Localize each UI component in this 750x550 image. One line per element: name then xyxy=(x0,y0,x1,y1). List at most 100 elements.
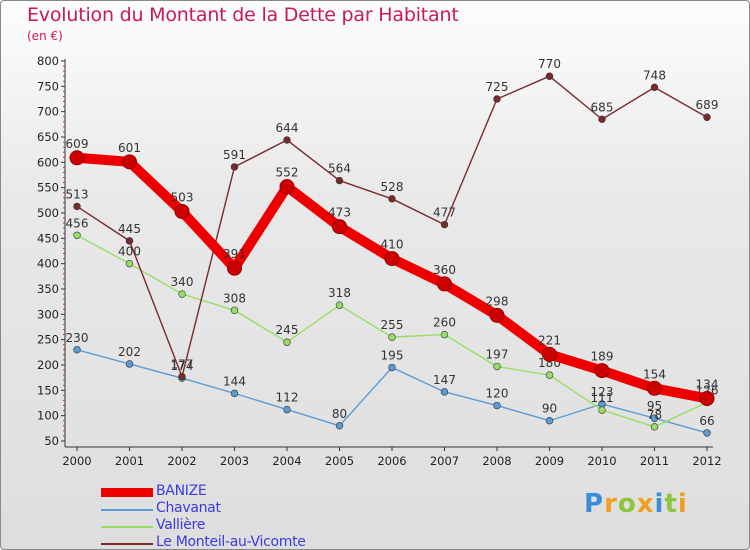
series-banize: 609 601 503 391 552 473 410 360 298 221 189 154 134 xyxy=(66,137,719,406)
data-point xyxy=(545,72,554,80)
data-point xyxy=(335,422,344,430)
data-label: 134 xyxy=(696,377,719,391)
legend-label: Chavanat xyxy=(156,500,221,516)
data-point xyxy=(335,176,344,185)
x-tick-label: 2009 xyxy=(535,454,564,468)
data-label: 308 xyxy=(223,291,246,305)
data-label: 445 xyxy=(118,222,141,236)
x-tick-label: 2003 xyxy=(220,454,249,468)
data-label: 189 xyxy=(591,350,614,364)
logo-letter: P xyxy=(584,489,605,519)
legend-label: BANIZE xyxy=(156,483,207,499)
data-point xyxy=(125,237,134,245)
logo-letter: r xyxy=(604,489,618,519)
logo-letter: o xyxy=(617,489,637,519)
data-label: 197 xyxy=(486,348,509,362)
data-label: 202 xyxy=(118,345,141,359)
data-label: 120 xyxy=(486,387,509,401)
x-tick-label: 2001 xyxy=(115,454,144,468)
data-point xyxy=(335,301,344,309)
data-label: 685 xyxy=(591,100,614,114)
data-label: 360 xyxy=(433,263,456,277)
data-label: 80 xyxy=(332,407,347,421)
data-point xyxy=(73,346,81,354)
data-label: 144 xyxy=(223,374,246,388)
data-point xyxy=(647,380,662,396)
x-tick-label: 2010 xyxy=(587,454,616,468)
data-point xyxy=(388,333,396,341)
data-point xyxy=(125,360,134,368)
data-label: 260 xyxy=(433,316,456,330)
data-label: 154 xyxy=(643,367,666,381)
x-tick-label: 2004 xyxy=(272,454,301,468)
data-point xyxy=(69,150,85,166)
x-tick-label: 2008 xyxy=(482,454,511,468)
y-tick-label: 50 xyxy=(44,434,59,448)
series-le-monteil-au-vicomte: 513 445 177 591 644 564 528 477 725 770 685 748 689 xyxy=(66,57,719,381)
y-tick-label: 650 xyxy=(37,130,59,144)
legend-label: Le Monteil-au-Vicomte xyxy=(156,534,306,550)
data-label: 177 xyxy=(171,358,194,372)
data-point xyxy=(542,346,557,362)
data-label: 503 xyxy=(171,190,194,204)
data-point xyxy=(332,219,347,235)
logo-letter: x xyxy=(636,489,655,519)
legend-swatch xyxy=(101,526,153,528)
data-point xyxy=(174,203,190,219)
logo-letter: i xyxy=(677,489,688,519)
data-label: 78 xyxy=(647,408,662,422)
data-label: 95 xyxy=(647,399,662,413)
y-tick-label: 150 xyxy=(37,383,59,397)
y-tick-label: 600 xyxy=(37,155,59,169)
data-point xyxy=(440,330,449,339)
data-label: 255 xyxy=(381,318,404,332)
data-label: 245 xyxy=(276,323,299,337)
data-point xyxy=(703,113,711,121)
data-point xyxy=(122,154,137,170)
data-point xyxy=(279,179,295,195)
data-point xyxy=(178,372,186,381)
data-label: 340 xyxy=(171,275,194,289)
data-point xyxy=(703,429,711,437)
data-label: 528 xyxy=(381,180,404,194)
data-point xyxy=(384,251,400,267)
y-tick-label: 300 xyxy=(37,307,59,321)
data-point xyxy=(699,390,715,406)
data-label: 410 xyxy=(381,238,404,252)
y-tick-label: 800 xyxy=(37,54,59,68)
y-tick-label: 550 xyxy=(37,181,59,195)
data-label: 473 xyxy=(328,206,351,220)
y-tick-label: 400 xyxy=(37,257,59,271)
data-point xyxy=(598,406,606,414)
x-tick-label: 2005 xyxy=(325,454,354,468)
data-label: 477 xyxy=(433,206,456,220)
data-label: 318 xyxy=(328,286,351,300)
data-point xyxy=(440,388,449,396)
y-tick-label: 750 xyxy=(37,79,59,93)
data-label: 689 xyxy=(696,98,719,112)
chart-unit-label: (en €) xyxy=(27,29,63,43)
data-point xyxy=(125,259,134,268)
x-tick-label: 2012 xyxy=(692,454,721,468)
data-label: 725 xyxy=(486,80,509,94)
data-label: 644 xyxy=(276,121,299,135)
y-tick-label: 100 xyxy=(37,409,59,423)
data-label: 195 xyxy=(381,349,404,363)
data-point xyxy=(493,401,501,410)
data-label: 609 xyxy=(66,137,89,151)
data-point xyxy=(230,306,239,314)
data-label: 564 xyxy=(328,162,351,176)
data-point xyxy=(178,290,186,298)
data-point xyxy=(598,115,606,123)
y-tick-label: 700 xyxy=(37,105,59,119)
y-tick-label: 450 xyxy=(37,231,59,245)
data-point xyxy=(650,414,659,422)
data-label: 391 xyxy=(223,247,246,261)
data-point xyxy=(594,363,610,379)
x-tick-label: 2002 xyxy=(167,454,196,468)
data-point xyxy=(388,363,396,372)
logo-letter: i xyxy=(654,489,665,519)
data-label: 66 xyxy=(699,414,714,428)
